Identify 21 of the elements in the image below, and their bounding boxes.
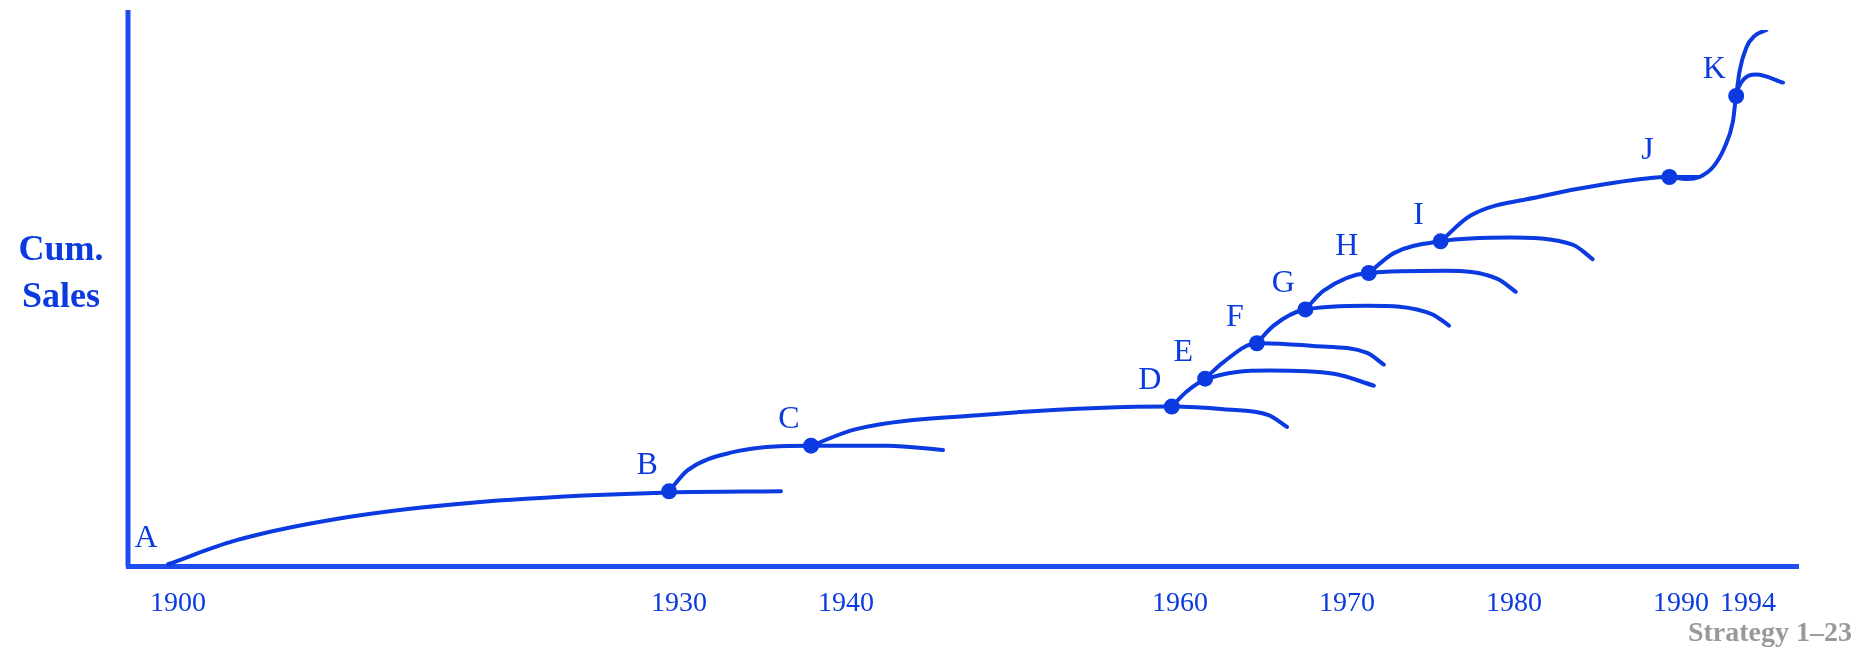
annotation: F [1226,296,1244,333]
x-tick-label: 1900 [150,585,207,617]
text: Strategy 1–23 [1687,616,1852,648]
annotation: B [636,444,658,481]
annotation: E [1173,332,1193,369]
annotation: I [1413,194,1424,231]
x-tick-label: 1930 [651,585,708,617]
annotation: A [134,517,158,554]
annotation: C [778,399,800,436]
x-tick-label: 1980 [1486,585,1543,617]
annotation: H [1335,226,1359,263]
annotation: D [1138,359,1162,396]
annotation: K [1702,49,1726,86]
annotation: J [1641,130,1654,167]
x-tick-label: 1970 [1319,585,1376,617]
annotation: G [1271,262,1295,299]
x-tick-label: 1940 [818,585,875,617]
x-tick-label: 1990 [1653,585,1710,617]
x-tick-label: 1960 [1152,585,1209,617]
y-axis-title: Cum. Sales [17,227,105,317]
x-tick-label: 1994 [1719,585,1776,617]
